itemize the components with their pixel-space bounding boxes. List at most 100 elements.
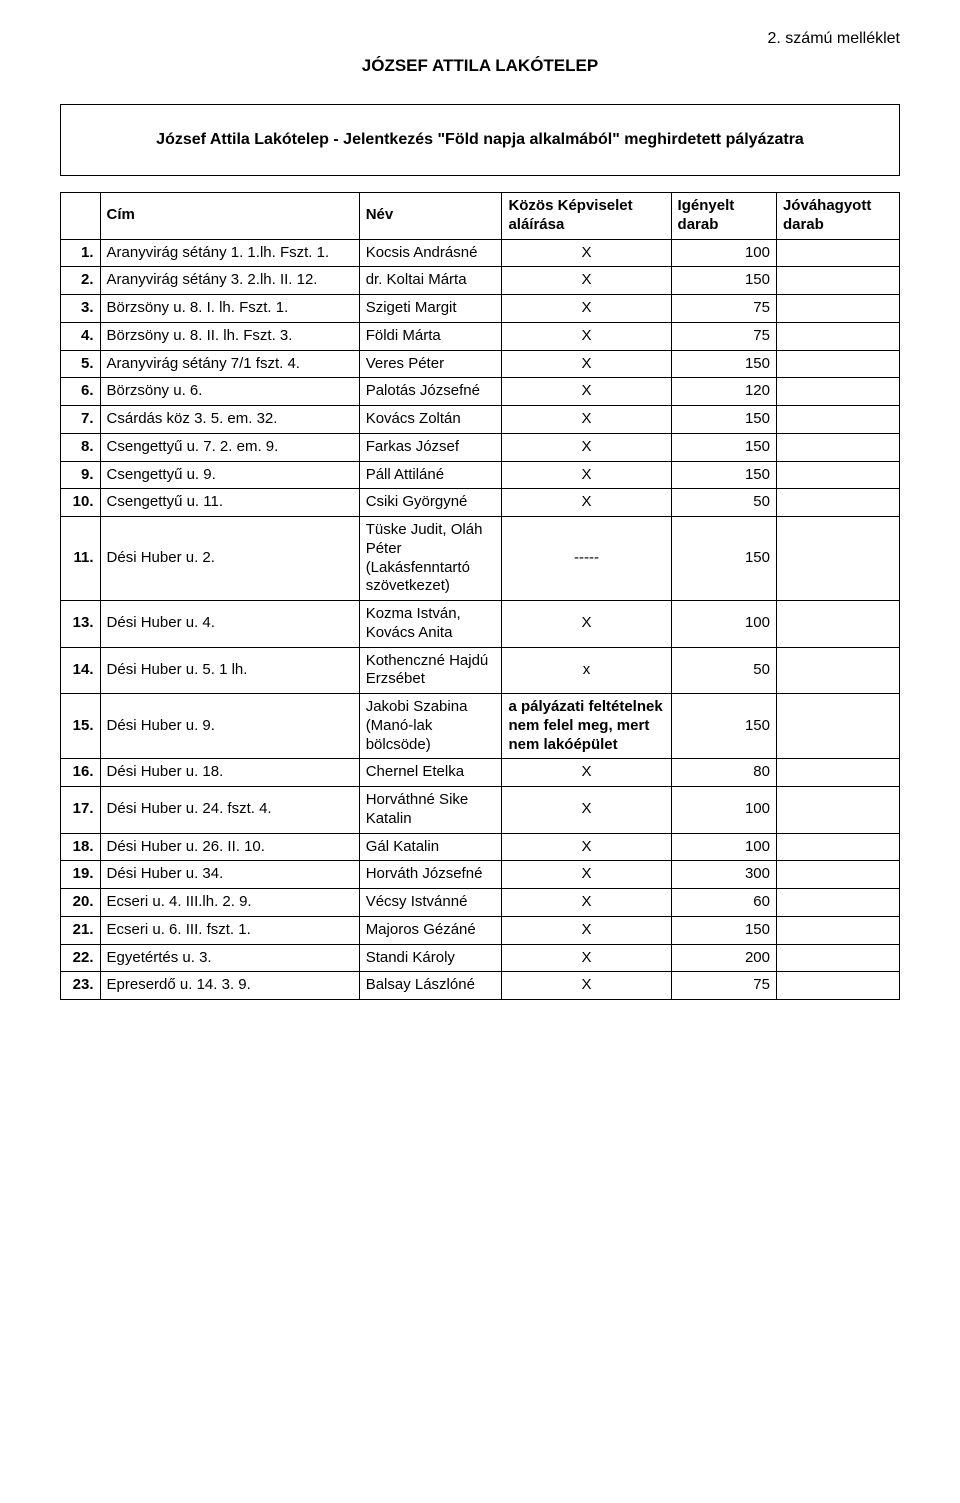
- row-person-name: Kothenczné Hajdú Erzsébet: [359, 647, 502, 694]
- row-signature: X: [502, 295, 671, 323]
- col-header-requested: Igényelt darab: [671, 193, 776, 240]
- row-address: Dési Huber u. 5. 1 lh.: [100, 647, 359, 694]
- row-number: 4.: [61, 322, 101, 350]
- row-address: Csengettyű u. 9.: [100, 461, 359, 489]
- row-address: Aranyvirág sétány 1. 1.lh. Fszt. 1.: [100, 239, 359, 267]
- row-signature: X: [502, 461, 671, 489]
- row-approved: [776, 239, 899, 267]
- row-approved: [776, 461, 899, 489]
- row-signature: X: [502, 916, 671, 944]
- row-signature: X: [502, 322, 671, 350]
- table-row: 3.Börzsöny u. 8. I. lh. Fszt. 1.Szigeti …: [61, 295, 900, 323]
- row-number: 16.: [61, 759, 101, 787]
- row-approved: [776, 267, 899, 295]
- table-row: 21.Ecseri u. 6. III. fszt. 1.Majoros Géz…: [61, 916, 900, 944]
- attachment-label: 2. számú melléklet: [60, 30, 900, 48]
- banner-title: József Attila Lakótelep - Jelentkezés "F…: [60, 104, 900, 176]
- row-person-name: Páll Attiláné: [359, 461, 502, 489]
- row-requested: 120: [671, 378, 776, 406]
- row-address: Csengettyű u. 7. 2. em. 9.: [100, 433, 359, 461]
- row-number: 10.: [61, 489, 101, 517]
- col-header-approved: Jóváhagyott darab: [776, 193, 899, 240]
- row-person-name: Szigeti Margit: [359, 295, 502, 323]
- row-approved: [776, 889, 899, 917]
- table-row: 22.Egyetértés u. 3.Standi KárolyX200: [61, 944, 900, 972]
- row-address: Dési Huber u. 18.: [100, 759, 359, 787]
- row-number: 14.: [61, 647, 101, 694]
- table-row: 6.Börzsöny u. 6.Palotás JózsefnéX120: [61, 378, 900, 406]
- row-requested: 150: [671, 406, 776, 434]
- row-person-name: Földi Márta: [359, 322, 502, 350]
- table-row: 7.Csárdás köz 3. 5. em. 32.Kovács Zoltán…: [61, 406, 900, 434]
- row-person-name: Kozma István, Kovács Anita: [359, 601, 502, 648]
- row-requested: 100: [671, 833, 776, 861]
- table-row: 20.Ecseri u. 4. III.lh. 2. 9.Vécsy Istvá…: [61, 889, 900, 917]
- row-signature: X: [502, 972, 671, 1000]
- row-address: Aranyvirág sétány 7/1 fszt. 4.: [100, 350, 359, 378]
- row-person-name: Standi Károly: [359, 944, 502, 972]
- row-approved: [776, 647, 899, 694]
- row-number: 3.: [61, 295, 101, 323]
- row-approved: [776, 833, 899, 861]
- row-signature: X: [502, 239, 671, 267]
- row-person-name: Horváthné Sike Katalin: [359, 787, 502, 834]
- row-person-name: Palotás Józsefné: [359, 378, 502, 406]
- row-address: Börzsöny u. 6.: [100, 378, 359, 406]
- table-row: 9.Csengettyű u. 9.Páll AttilánéX150: [61, 461, 900, 489]
- table-header-row: Cím Név Közös Képviselet aláírása Igénye…: [61, 193, 900, 240]
- row-requested: 60: [671, 889, 776, 917]
- table-row: 4.Börzsöny u. 8. II. lh. Fszt. 3.Földi M…: [61, 322, 900, 350]
- row-address: Aranyvirág sétány 3. 2.lh. II. 12.: [100, 267, 359, 295]
- row-requested: 100: [671, 601, 776, 648]
- row-signature: X: [502, 861, 671, 889]
- table-row: 11.Dési Huber u. 2.Tüske Judit, Oláh Pét…: [61, 517, 900, 601]
- col-header-empty: [61, 193, 101, 240]
- row-approved: [776, 406, 899, 434]
- row-address: Csárdás köz 3. 5. em. 32.: [100, 406, 359, 434]
- row-signature: X: [502, 406, 671, 434]
- row-requested: 100: [671, 787, 776, 834]
- row-requested: 150: [671, 694, 776, 759]
- row-address: Dési Huber u. 26. II. 10.: [100, 833, 359, 861]
- col-header-name: Név: [359, 193, 502, 240]
- row-address: Dési Huber u. 2.: [100, 517, 359, 601]
- row-approved: [776, 861, 899, 889]
- row-approved: [776, 489, 899, 517]
- row-person-name: Farkas József: [359, 433, 502, 461]
- page-title: JÓZSEF ATTILA LAKÓTELEP: [60, 56, 900, 76]
- table-row: 1.Aranyvirág sétány 1. 1.lh. Fszt. 1.Koc…: [61, 239, 900, 267]
- row-address: Egyetértés u. 3.: [100, 944, 359, 972]
- row-signature: X: [502, 489, 671, 517]
- row-approved: [776, 350, 899, 378]
- row-signature: X: [502, 833, 671, 861]
- row-number: 8.: [61, 433, 101, 461]
- row-number: 7.: [61, 406, 101, 434]
- row-signature: X: [502, 267, 671, 295]
- row-number: 1.: [61, 239, 101, 267]
- row-number: 6.: [61, 378, 101, 406]
- row-number: 18.: [61, 833, 101, 861]
- row-requested: 75: [671, 972, 776, 1000]
- row-approved: [776, 295, 899, 323]
- row-address: Börzsöny u. 8. II. lh. Fszt. 3.: [100, 322, 359, 350]
- row-approved: [776, 759, 899, 787]
- row-approved: [776, 517, 899, 601]
- row-approved: [776, 322, 899, 350]
- row-requested: 75: [671, 295, 776, 323]
- table-row: 14.Dési Huber u. 5. 1 lh.Kothenczné Hajd…: [61, 647, 900, 694]
- row-number: 19.: [61, 861, 101, 889]
- row-person-name: dr. Koltai Márta: [359, 267, 502, 295]
- row-signature: X: [502, 601, 671, 648]
- table-row: 5.Aranyvirág sétány 7/1 fszt. 4.Veres Pé…: [61, 350, 900, 378]
- row-person-name: Tüske Judit, Oláh Péter (Lakásfenntartó …: [359, 517, 502, 601]
- row-number: 5.: [61, 350, 101, 378]
- row-person-name: Jakobi Szabina (Manó-lak bölcsöde): [359, 694, 502, 759]
- row-person-name: Kocsis Andrásné: [359, 239, 502, 267]
- row-requested: 200: [671, 944, 776, 972]
- table-row: 10.Csengettyű u. 11.Csiki GyörgynéX50: [61, 489, 900, 517]
- row-address: Börzsöny u. 8. I. lh. Fszt. 1.: [100, 295, 359, 323]
- row-requested: 150: [671, 350, 776, 378]
- application-table: Cím Név Közös Képviselet aláírása Igénye…: [60, 192, 900, 1000]
- row-person-name: Vécsy Istvánné: [359, 889, 502, 917]
- col-header-address: Cím: [100, 193, 359, 240]
